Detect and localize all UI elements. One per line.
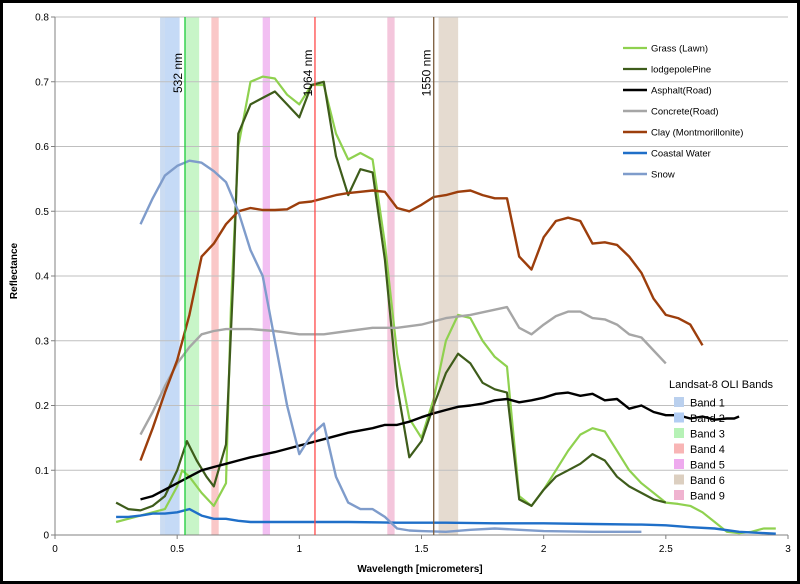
bands-legend: Landsat-8 OLI Bands Band 1 Band 2 Band 3 Ban… <box>669 379 773 503</box>
y-tick-label: 0.7 <box>35 77 49 88</box>
legend-label-4: Concrete(Road) <box>651 107 719 118</box>
laser-lines: 532 nm 1064 nm 1550 nm <box>171 17 435 535</box>
laser-label-1: 532 nm <box>171 53 185 93</box>
y-tick-label: 0.5 <box>35 207 49 218</box>
reflectance-chart: 0 0.1 0.2 0.3 0.4 0.5 0.6 0.7 0.8 0 0.5 1 1.5 2 2.5 3 5… <box>9 13 791 576</box>
x-tick-label: 0 <box>52 544 58 555</box>
band-legend-swatch-7 <box>674 490 684 500</box>
band-legend-label-7: Band 9 <box>690 491 725 503</box>
x-tick-label: 2.5 <box>659 544 673 555</box>
legend-label-3: Asphalt(Road) <box>651 86 712 97</box>
y-tick-label: 0.3 <box>35 336 49 347</box>
y-tick-label: 0.4 <box>35 272 49 283</box>
series-line-5 <box>139 189 704 461</box>
band-legend-label-6: Band 6 <box>690 475 725 487</box>
series-line-3 <box>140 391 740 501</box>
y-tick-label: 0.2 <box>35 401 49 412</box>
laser-label-3: 1550 nm <box>420 50 434 97</box>
band-legend-swatch-1 <box>674 397 684 407</box>
series-legend: Grass (Lawn) lodgepolePine Asphalt(Road) Co… <box>623 44 743 181</box>
gridlines <box>55 16 788 471</box>
laser-label-2: 1064 nm <box>301 50 315 97</box>
band-legend-swatch-5 <box>674 459 684 469</box>
band-legend-swatch-3 <box>674 428 684 438</box>
x-tick-label: 3 <box>785 544 791 555</box>
legend-label-2: lodgepolePine <box>651 65 711 76</box>
band-legend-swatch-2 <box>674 412 684 423</box>
band-legend-swatch-4 <box>674 443 684 454</box>
legend-label-5: Clay (Montmorillonite) <box>651 128 743 139</box>
y-axis-label: Reflectance <box>9 242 20 299</box>
series-line-7 <box>139 159 642 533</box>
x-tick-label: 1.5 <box>415 544 429 555</box>
legend-label-7: Snow <box>651 170 675 181</box>
axes: 0 0.1 0.2 0.3 0.4 0.5 0.6 0.7 0.8 0 0.5 1 1.5 2 2.5 3 <box>35 13 791 556</box>
y-tick-label: 0.1 <box>35 466 49 477</box>
y-tick-label: 0 <box>43 531 49 542</box>
band-legend-label-4: Band 4 <box>690 444 725 456</box>
y-tick-label: 0.6 <box>35 142 49 153</box>
band-legend-label-3: Band 3 <box>690 429 725 441</box>
x-tick-label: 1 <box>297 544 303 555</box>
x-axis-label: Wavelength [micrometers] <box>357 564 482 575</box>
band-legend-label-1: Band 1 <box>690 398 725 410</box>
bands-legend-title: Landsat-8 OLI Bands <box>669 379 773 391</box>
series-line-1 <box>115 75 776 535</box>
series-line-6 <box>116 507 776 535</box>
band-legend-swatch-6 <box>674 474 684 485</box>
band-legend-label-5: Band 5 <box>690 460 725 472</box>
band-legend-label-2: Band 2 <box>690 413 725 425</box>
x-tick-label: 0.5 <box>170 544 184 555</box>
chart-frame: 0 0.1 0.2 0.3 0.4 0.5 0.6 0.7 0.8 0 0.5 1 1.5 2 2.5 3 5… <box>3 3 797 581</box>
legend-label-6: Coastal Water <box>651 149 711 160</box>
series-line-2 <box>115 80 667 512</box>
x-tick-label: 2 <box>541 544 547 555</box>
legend-label-1: Grass (Lawn) <box>651 44 708 55</box>
y-tick-label: 0.8 <box>35 13 49 24</box>
